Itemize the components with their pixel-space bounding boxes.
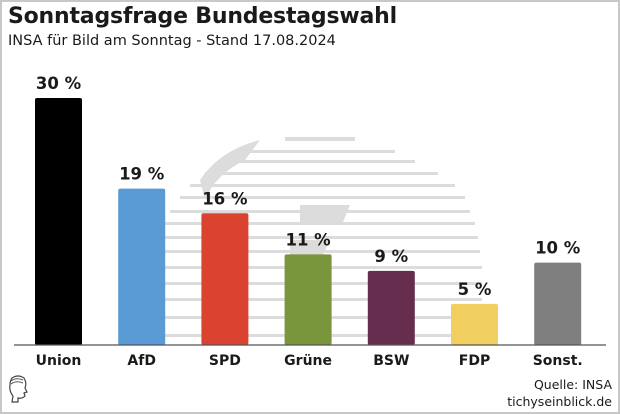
bar-sonst (534, 262, 582, 345)
source-note: Quelle: INSA tichyseinblick.de (507, 376, 612, 410)
site-label: tichyseinblick.de (507, 394, 612, 409)
value-label: 16 % (202, 189, 248, 208)
value-label: 10 % (535, 239, 581, 258)
watermark-stripe (190, 184, 455, 187)
watermark-block (290, 240, 330, 255)
watermark-stripe (225, 160, 415, 163)
category-label: Union (36, 353, 82, 369)
watermark-stripe (285, 137, 355, 141)
watermark-stripe (250, 150, 395, 153)
value-label: 30 % (36, 74, 82, 93)
watermark-stripe (180, 196, 465, 199)
value-label: 5 % (458, 280, 492, 299)
watermark-stripe (205, 172, 438, 175)
bar-union (35, 98, 82, 345)
watermark-stripe (160, 236, 478, 239)
value-labels-group: 30 % 19 % 16 % 11 % 9 % 5 % 10 % (36, 74, 581, 299)
head-logo-icon (6, 374, 30, 404)
bar-spd (201, 213, 249, 345)
category-label: Grüne (284, 353, 332, 369)
bar-grne (284, 254, 332, 345)
watermark-arc (200, 140, 260, 200)
chart-title: Sonntagsfrage Bundestagswahl (8, 4, 397, 29)
bars-group (35, 98, 582, 345)
value-label: 11 % (285, 230, 331, 249)
category-label: BSW (373, 353, 409, 369)
category-label: Sonst. (533, 353, 583, 369)
source-label: Quelle: INSA (533, 377, 612, 392)
category-label: SPD (209, 353, 241, 369)
watermark-block (300, 205, 350, 222)
value-label: 19 % (119, 165, 165, 184)
category-label: AfD (127, 353, 156, 369)
chart-subtitle: INSA für Bild am Sonntag - Stand 17.08.2… (8, 33, 336, 49)
value-label: 9 % (374, 247, 408, 266)
category-labels-group: Union AfD SPD Grüne BSW FDP Sonst. (36, 353, 583, 369)
bar-fdp (451, 303, 498, 345)
watermark-stripe (165, 222, 475, 225)
category-label: FDP (459, 353, 490, 369)
bar-bsw (367, 270, 415, 345)
bar-afd (118, 188, 166, 345)
